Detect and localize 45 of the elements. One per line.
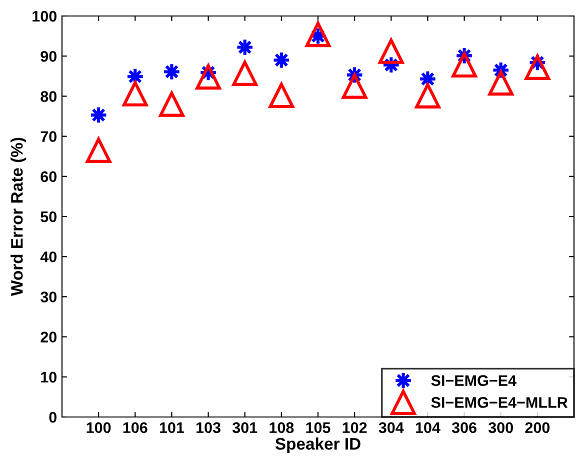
y-tick-label: 100	[32, 10, 57, 22]
y-tick-label: 90	[40, 50, 57, 62]
point	[236, 38, 254, 56]
y-tick-label: 80	[40, 91, 57, 102]
legend-label: SI−EMG−E4−MLLR	[431, 397, 568, 408]
y-tick-label: 20	[40, 332, 57, 342]
point	[305, 22, 331, 48]
x-tick-label: 200	[525, 422, 550, 434]
point	[415, 83, 440, 108]
point	[452, 52, 477, 78]
x-tick-label: 105	[306, 422, 330, 434]
point	[272, 50, 291, 70]
y-tick-label: 0	[49, 412, 57, 423]
y-tick-label: 40	[40, 251, 57, 262]
x-axis-title: Speaker ID	[275, 437, 360, 454]
point	[268, 82, 294, 108]
point	[86, 138, 112, 163]
x-tick-label: 301	[232, 422, 258, 434]
legend-label: SI−EMG−E4	[431, 375, 516, 386]
point	[524, 54, 550, 80]
point	[159, 92, 184, 117]
point	[122, 81, 148, 106]
point	[89, 106, 108, 124]
x-tick-label: 102	[342, 422, 367, 434]
x-tick-label: 104	[416, 422, 440, 434]
x-tick-label: 103	[196, 422, 220, 434]
x-tick-label: 108	[270, 422, 294, 434]
y-tick-label: 10	[41, 372, 57, 383]
y-tick-label: 30	[40, 292, 57, 302]
y-axis-title: Word Error Rate (%)	[10, 138, 26, 296]
x-tick-label: 100	[86, 422, 111, 434]
point	[232, 60, 258, 86]
x-tick-label: 101	[160, 422, 184, 434]
x-tick-label: 306	[452, 422, 476, 434]
point	[162, 62, 181, 81]
x-tick-label: 304	[378, 422, 404, 434]
point	[342, 74, 368, 99]
x-tick-label: 300	[488, 422, 513, 434]
y-tick-label: 50	[40, 211, 57, 222]
point	[378, 38, 404, 64]
y-tick-label: 70	[40, 131, 57, 142]
x-tick-label: 106	[123, 422, 148, 434]
point	[488, 70, 514, 96]
y-tick-label: 60	[40, 171, 57, 182]
point	[196, 64, 221, 90]
